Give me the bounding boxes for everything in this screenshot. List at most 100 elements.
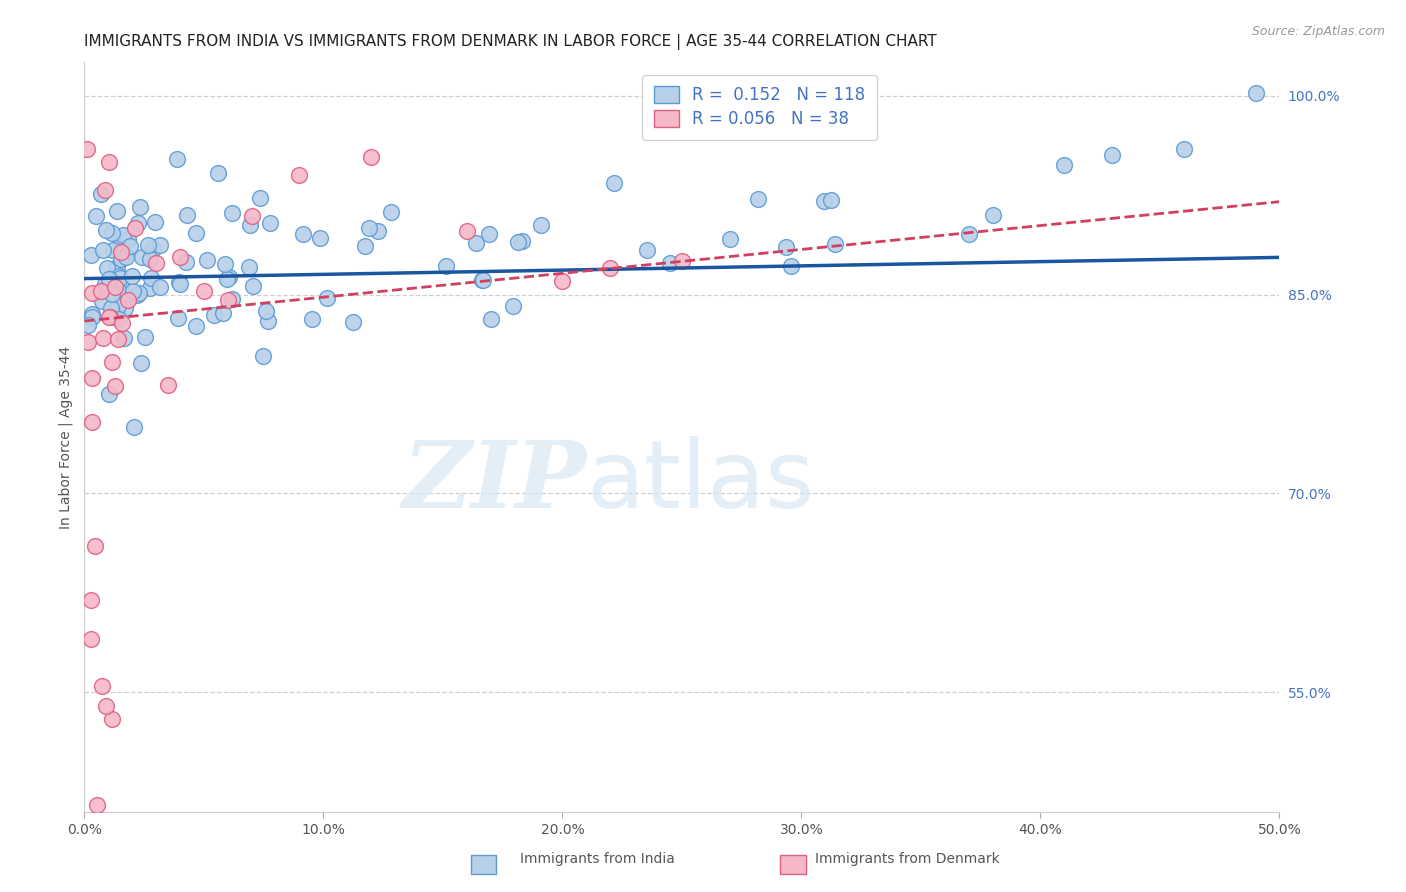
Point xyxy=(142,242,165,256)
Point xyxy=(98,310,121,324)
Point xyxy=(176,208,198,222)
Point xyxy=(97,272,120,286)
Point xyxy=(169,277,191,291)
Point xyxy=(139,252,162,266)
Point xyxy=(506,235,529,249)
Point xyxy=(775,240,797,254)
Point xyxy=(166,311,188,326)
Point xyxy=(107,283,129,297)
Point xyxy=(80,415,103,429)
Point xyxy=(824,237,846,252)
Point xyxy=(94,223,117,237)
Point xyxy=(110,252,132,267)
Point xyxy=(471,273,494,287)
Point xyxy=(100,712,122,726)
Point xyxy=(94,277,117,291)
Point xyxy=(91,679,114,693)
Point xyxy=(502,299,524,313)
Point xyxy=(184,226,207,240)
Point xyxy=(77,318,100,332)
Point xyxy=(252,349,274,363)
Point xyxy=(128,285,150,300)
Point xyxy=(145,256,167,270)
Point xyxy=(221,206,243,220)
Point xyxy=(84,209,107,223)
Point xyxy=(257,314,280,328)
Point xyxy=(1173,142,1195,156)
Point xyxy=(659,256,682,270)
Point xyxy=(529,218,551,232)
Point xyxy=(478,227,501,241)
Point xyxy=(131,250,153,264)
Text: Source: ZipAtlas.com: Source: ZipAtlas.com xyxy=(1251,25,1385,38)
Point xyxy=(254,303,277,318)
Point xyxy=(456,223,478,237)
Point xyxy=(107,299,129,313)
Point xyxy=(309,231,332,245)
Point xyxy=(139,281,162,295)
Point xyxy=(91,331,114,345)
Point xyxy=(217,293,239,308)
Text: Immigrants from India: Immigrants from India xyxy=(520,853,675,866)
Point xyxy=(94,698,117,713)
Point xyxy=(214,257,236,271)
Point xyxy=(353,239,375,253)
Point xyxy=(122,420,145,434)
Point xyxy=(551,274,574,288)
Point xyxy=(239,219,262,233)
Point xyxy=(80,307,103,321)
Point xyxy=(101,354,124,368)
Point xyxy=(97,155,120,169)
Text: atlas: atlas xyxy=(586,436,814,528)
Point xyxy=(101,286,124,301)
Point xyxy=(104,378,127,392)
Point xyxy=(125,288,148,302)
Point xyxy=(114,301,136,315)
Point xyxy=(117,231,139,245)
Point xyxy=(238,260,260,274)
Point xyxy=(112,247,135,261)
Point xyxy=(108,270,131,285)
Point xyxy=(957,227,980,241)
Point xyxy=(107,312,129,326)
Point xyxy=(94,183,117,197)
Point xyxy=(197,252,219,267)
Point xyxy=(120,239,142,253)
Point xyxy=(90,293,112,308)
Point xyxy=(100,301,122,315)
Point xyxy=(166,152,188,166)
Point xyxy=(259,217,281,231)
Point xyxy=(169,250,191,264)
Point xyxy=(718,231,741,245)
Point xyxy=(111,316,134,330)
Point xyxy=(101,226,124,240)
Point xyxy=(301,311,323,326)
Point xyxy=(292,227,315,242)
Point xyxy=(820,193,842,207)
Point xyxy=(117,293,139,307)
Point xyxy=(129,200,152,214)
Point xyxy=(90,284,112,298)
Point xyxy=(636,243,658,257)
Point xyxy=(86,798,108,813)
Point xyxy=(80,592,103,607)
Point xyxy=(211,306,233,320)
Point xyxy=(129,356,152,370)
Point xyxy=(91,244,114,258)
Point xyxy=(202,308,225,322)
Y-axis label: In Labor Force | Age 35-44: In Labor Force | Age 35-44 xyxy=(59,345,73,529)
Point xyxy=(167,275,190,289)
Point xyxy=(360,150,382,164)
Point xyxy=(434,259,457,273)
Point xyxy=(981,208,1004,222)
Point xyxy=(149,238,172,252)
Point xyxy=(115,250,138,264)
Point xyxy=(80,310,103,325)
Point xyxy=(110,235,132,249)
Point xyxy=(108,269,131,284)
Point xyxy=(316,291,339,305)
Point xyxy=(107,333,129,347)
Point xyxy=(134,329,156,343)
Point xyxy=(207,166,229,180)
Point xyxy=(1053,158,1076,172)
